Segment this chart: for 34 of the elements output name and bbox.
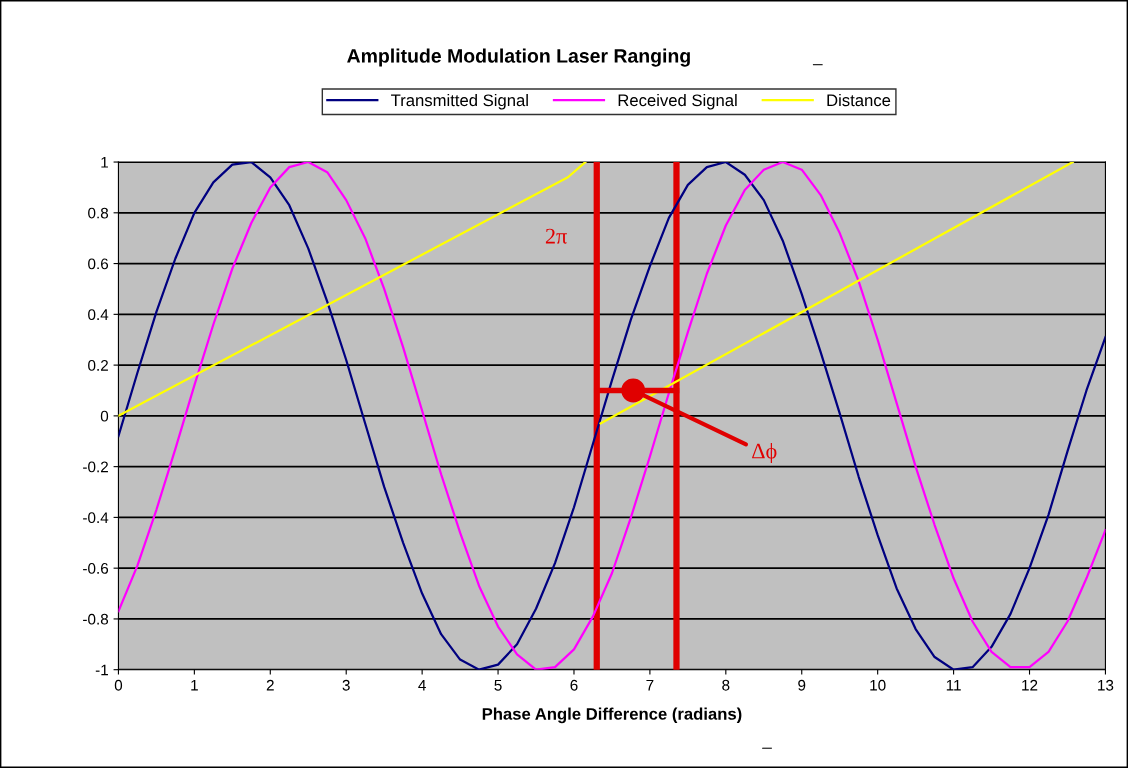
- x-tick-label: 3: [342, 679, 350, 691]
- annotation: 2π: [545, 228, 567, 244]
- y-tick-label: -1: [95, 664, 108, 676]
- y-tick-label: 0.6: [88, 258, 109, 270]
- y-tick-label: 0.4: [88, 309, 109, 321]
- annotation: Δϕ: [752, 442, 777, 464]
- x-tick-label: 7: [646, 679, 654, 691]
- text: _: [812, 64, 823, 66]
- x-tick-label: 10: [870, 679, 886, 691]
- x-tick-label: 6: [570, 679, 578, 691]
- y-tick-label: -0.4: [83, 512, 109, 524]
- x-tick-label: 4: [418, 679, 426, 691]
- legend-label: Received Signal: [618, 93, 737, 110]
- y-tick-label: 0.8: [88, 207, 109, 219]
- x-tick-label: 2: [266, 679, 274, 691]
- x-axis-title: Phase Angle Difference (radians): [482, 707, 742, 724]
- chart-title: Amplitude Modulation Laser Ranging: [347, 48, 690, 67]
- x-tick-label: 8: [722, 679, 730, 691]
- y-tick-label: -0.2: [83, 461, 108, 473]
- y-tick-label: 0.2: [88, 359, 108, 371]
- x-tick-label: 13: [1098, 679, 1114, 691]
- x-tick-label: 11: [946, 679, 961, 691]
- x-tick-label: 1: [191, 679, 198, 691]
- y-tick-label: -0.8: [83, 613, 109, 625]
- x-tick-label: 12: [1022, 679, 1038, 691]
- y-tick-label: 1: [101, 157, 108, 168]
- x-tick-label: 9: [798, 679, 806, 691]
- legend-label: Transmitted Signal: [391, 93, 528, 110]
- x-tick-label: 0: [114, 679, 123, 691]
- y-tick-label: -0.6: [83, 563, 109, 574]
- x-tick-label: 5: [494, 679, 502, 691]
- text: _: [762, 747, 772, 749]
- legend-label: Distance: [827, 93, 891, 107]
- y-tick-label: 0: [100, 410, 109, 422]
